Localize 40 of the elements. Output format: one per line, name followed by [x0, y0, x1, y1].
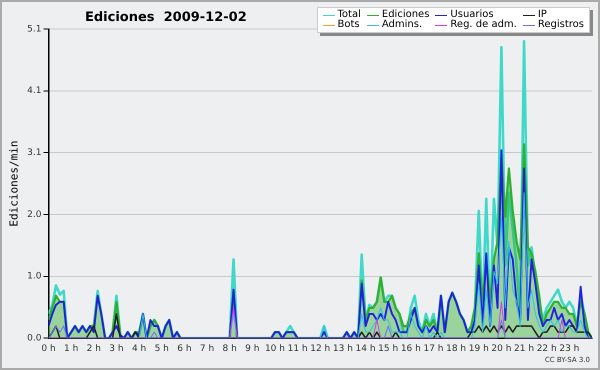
legend-label: Reg. de adm.	[450, 19, 517, 30]
x-tick-label: 5 h	[154, 344, 169, 354]
legend-label: Usuarios	[450, 9, 494, 20]
x-tick-label: 9 h	[245, 344, 260, 354]
x-tick-label: 7 h	[200, 344, 214, 354]
x-tick-label: 1 h	[64, 344, 78, 354]
x-tick-label: 17 h	[423, 344, 444, 354]
chart-title: Ediciones 2009-12-02	[85, 10, 247, 25]
x-tick-label: 16 h	[400, 344, 421, 354]
y-tick-label: 2.0	[27, 210, 42, 220]
x-tick-label: 8 h	[222, 344, 237, 354]
x-tick-label: 22 h	[536, 344, 557, 354]
x-tick-label: 3 h	[109, 344, 124, 354]
x-tick-label: 19 h	[468, 344, 489, 354]
legend-label: Bots	[338, 19, 360, 30]
x-tick-label: 10 h	[264, 344, 285, 354]
y-tick-label: 1.0	[27, 272, 42, 282]
x-tick-label: 21 h	[514, 344, 534, 354]
x-tick-label: 12 h	[310, 344, 330, 354]
x-tick-label: 0 h	[41, 344, 56, 354]
legend-label: Ediciones	[382, 9, 430, 20]
x-tick-label: 20 h	[491, 344, 512, 354]
x-tick-label: 6 h	[177, 344, 192, 354]
x-tick-label: 11 h	[288, 344, 308, 354]
legend-label: Total	[338, 9, 361, 20]
x-tick-label: 15 h	[378, 344, 398, 354]
legend-label: Admins.	[382, 19, 422, 30]
y-tick-label: 3.1	[27, 148, 42, 158]
x-tick-label: 14 h	[356, 344, 376, 354]
x-tick-label: 13 h	[332, 344, 353, 354]
y-tick-label: 5.1	[27, 24, 42, 34]
x-tick-label: 18 h	[446, 344, 466, 354]
y-tick-label: 4.1	[27, 86, 42, 96]
x-tick-label: 2 h	[86, 344, 101, 354]
x-tick-label: 23 h	[559, 344, 580, 354]
legend-label: Registros	[538, 19, 584, 30]
y-tick-label: 0.0	[27, 334, 42, 344]
x-tick-label: 4 h	[132, 344, 146, 354]
legend-label: IP	[538, 9, 547, 20]
y-axis-title: Ediciones/min	[7, 140, 20, 227]
